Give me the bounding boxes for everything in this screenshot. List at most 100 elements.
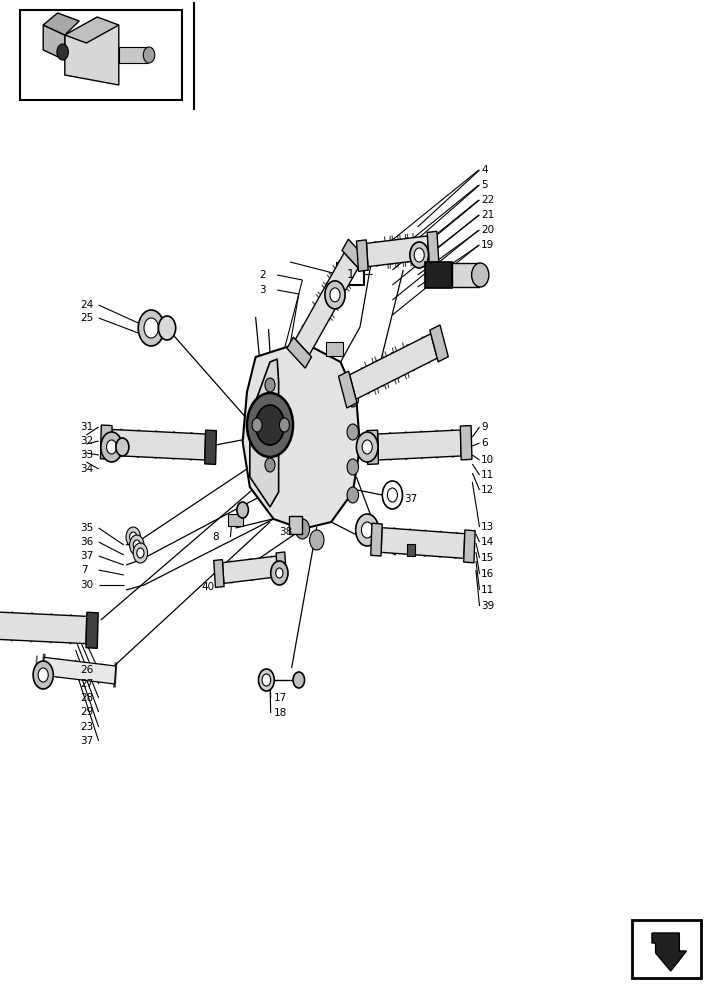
Polygon shape [342, 239, 366, 270]
Circle shape [271, 561, 288, 585]
Text: 22: 22 [481, 195, 494, 205]
Text: 16: 16 [481, 569, 494, 579]
Polygon shape [460, 426, 472, 460]
Text: 1: 1 [347, 267, 354, 280]
Text: 27: 27 [81, 679, 94, 689]
Bar [228, 514, 243, 526]
Circle shape [310, 530, 324, 550]
Circle shape [57, 44, 68, 60]
Polygon shape [43, 25, 65, 60]
Text: 2: 2 [259, 270, 266, 280]
Polygon shape [464, 530, 475, 563]
Polygon shape [250, 359, 279, 507]
Circle shape [265, 378, 275, 392]
Circle shape [258, 669, 274, 691]
Polygon shape [652, 933, 687, 971]
Circle shape [472, 263, 489, 287]
Bar [337, 263, 364, 285]
Text: 37: 37 [405, 494, 418, 504]
Text: 38: 38 [279, 527, 292, 537]
Polygon shape [43, 13, 79, 35]
Polygon shape [287, 337, 312, 368]
Circle shape [356, 432, 378, 462]
Circle shape [252, 418, 262, 432]
Text: 34: 34 [81, 464, 94, 474]
Text: 35: 35 [81, 523, 94, 533]
Text: 40: 40 [202, 582, 215, 592]
Polygon shape [0, 611, 86, 644]
Polygon shape [100, 425, 112, 459]
Text: 17: 17 [274, 693, 287, 703]
Text: 30: 30 [81, 580, 94, 590]
Circle shape [325, 281, 345, 309]
Circle shape [295, 519, 310, 539]
Polygon shape [65, 25, 119, 85]
Text: 7: 7 [81, 565, 87, 575]
Polygon shape [222, 556, 278, 583]
Circle shape [361, 522, 373, 538]
Circle shape [247, 393, 293, 457]
Circle shape [347, 391, 359, 407]
Circle shape [143, 47, 155, 63]
Circle shape [130, 532, 137, 542]
Bar [407, 544, 415, 556]
Polygon shape [366, 236, 429, 267]
Circle shape [138, 310, 164, 346]
Circle shape [116, 438, 129, 456]
Circle shape [158, 316, 176, 340]
Circle shape [347, 424, 359, 440]
Text: 10: 10 [481, 455, 494, 465]
Bar [20, 10, 182, 100]
Circle shape [382, 481, 402, 509]
Circle shape [279, 418, 289, 432]
Polygon shape [214, 560, 224, 588]
Polygon shape [276, 552, 287, 580]
Circle shape [137, 548, 144, 558]
Bar [289, 516, 302, 534]
Text: 4: 4 [481, 165, 487, 175]
Polygon shape [366, 430, 379, 464]
Circle shape [387, 488, 397, 502]
Text: 8: 8 [212, 532, 219, 542]
Circle shape [130, 535, 144, 555]
Circle shape [256, 405, 284, 445]
Polygon shape [430, 325, 449, 362]
Text: 33: 33 [81, 450, 94, 460]
Circle shape [414, 248, 424, 262]
Text: 14: 14 [481, 537, 494, 547]
Circle shape [276, 568, 283, 578]
Text: 15: 15 [481, 553, 494, 563]
Circle shape [133, 543, 148, 563]
Text: 25: 25 [81, 313, 94, 323]
Polygon shape [338, 371, 357, 408]
Polygon shape [43, 657, 116, 684]
Polygon shape [427, 231, 438, 263]
Circle shape [293, 672, 305, 688]
Polygon shape [243, 342, 360, 529]
Circle shape [33, 661, 53, 689]
Text: 20: 20 [481, 225, 494, 235]
Polygon shape [452, 263, 479, 287]
Circle shape [347, 459, 359, 475]
Polygon shape [378, 430, 461, 460]
Circle shape [38, 668, 48, 682]
Text: 12: 12 [481, 485, 494, 495]
Circle shape [262, 674, 271, 686]
Text: 19: 19 [481, 240, 494, 250]
Polygon shape [350, 334, 437, 399]
Circle shape [265, 458, 275, 472]
Polygon shape [356, 240, 368, 271]
Circle shape [410, 242, 428, 268]
Polygon shape [371, 523, 382, 556]
Text: 29: 29 [81, 707, 94, 717]
Text: 24: 24 [81, 300, 94, 310]
Circle shape [362, 440, 372, 454]
Polygon shape [112, 429, 205, 460]
Text: 11: 11 [481, 585, 494, 595]
Bar [326, 342, 343, 356]
Text: 5: 5 [481, 180, 487, 190]
Circle shape [330, 288, 340, 302]
Circle shape [133, 540, 140, 550]
Text: 18: 18 [274, 708, 287, 718]
Text: 39: 39 [481, 601, 494, 611]
